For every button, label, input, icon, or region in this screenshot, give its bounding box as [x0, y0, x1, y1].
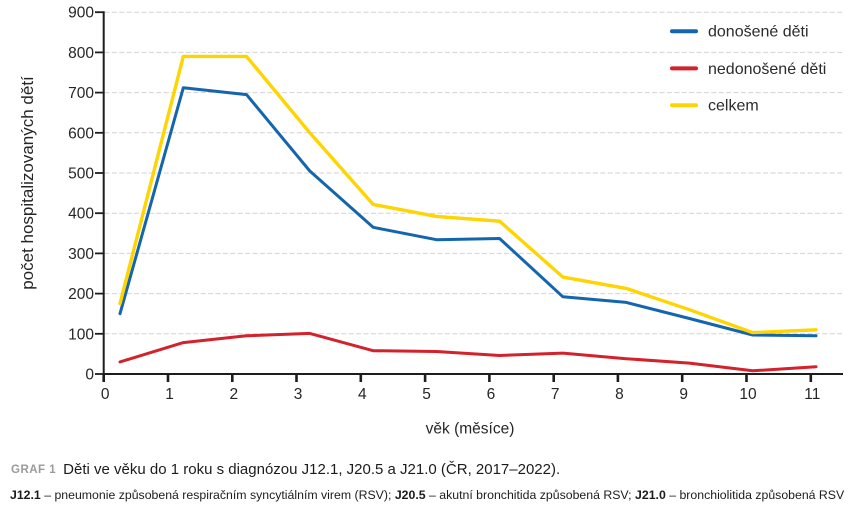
svg-text:10: 10: [739, 386, 757, 403]
svg-text:nedonošené děti: nedonošené děti: [708, 61, 826, 78]
svg-text:500: 500: [68, 166, 94, 183]
svg-text:100: 100: [68, 326, 94, 343]
svg-text:1: 1: [165, 386, 174, 403]
svg-text:6: 6: [487, 386, 496, 403]
svg-text:9: 9: [679, 386, 688, 403]
svg-text:4: 4: [358, 386, 367, 403]
svg-text:400: 400: [68, 206, 94, 223]
svg-text:5: 5: [422, 386, 431, 403]
svg-text:0: 0: [85, 367, 94, 384]
svg-text:věk (měsíce): věk (měsíce): [426, 421, 515, 438]
svg-text:celkem: celkem: [708, 98, 759, 115]
svg-text:900: 900: [68, 5, 94, 22]
svg-text:2: 2: [229, 386, 238, 403]
svg-text:11: 11: [804, 386, 820, 403]
svg-text:800: 800: [68, 45, 94, 62]
svg-text:8: 8: [615, 386, 624, 403]
svg-text:200: 200: [68, 286, 94, 303]
svg-text:0: 0: [101, 386, 110, 403]
svg-text:600: 600: [68, 125, 94, 142]
svg-text:donošené děti: donošené děti: [708, 24, 809, 41]
svg-text:3: 3: [294, 386, 303, 403]
svg-text:7: 7: [551, 386, 560, 403]
svg-text:700: 700: [68, 85, 94, 102]
svg-text:počet hospitalizovaných dětí: počet hospitalizovaných dětí: [18, 76, 37, 290]
svg-text:300: 300: [68, 246, 94, 263]
